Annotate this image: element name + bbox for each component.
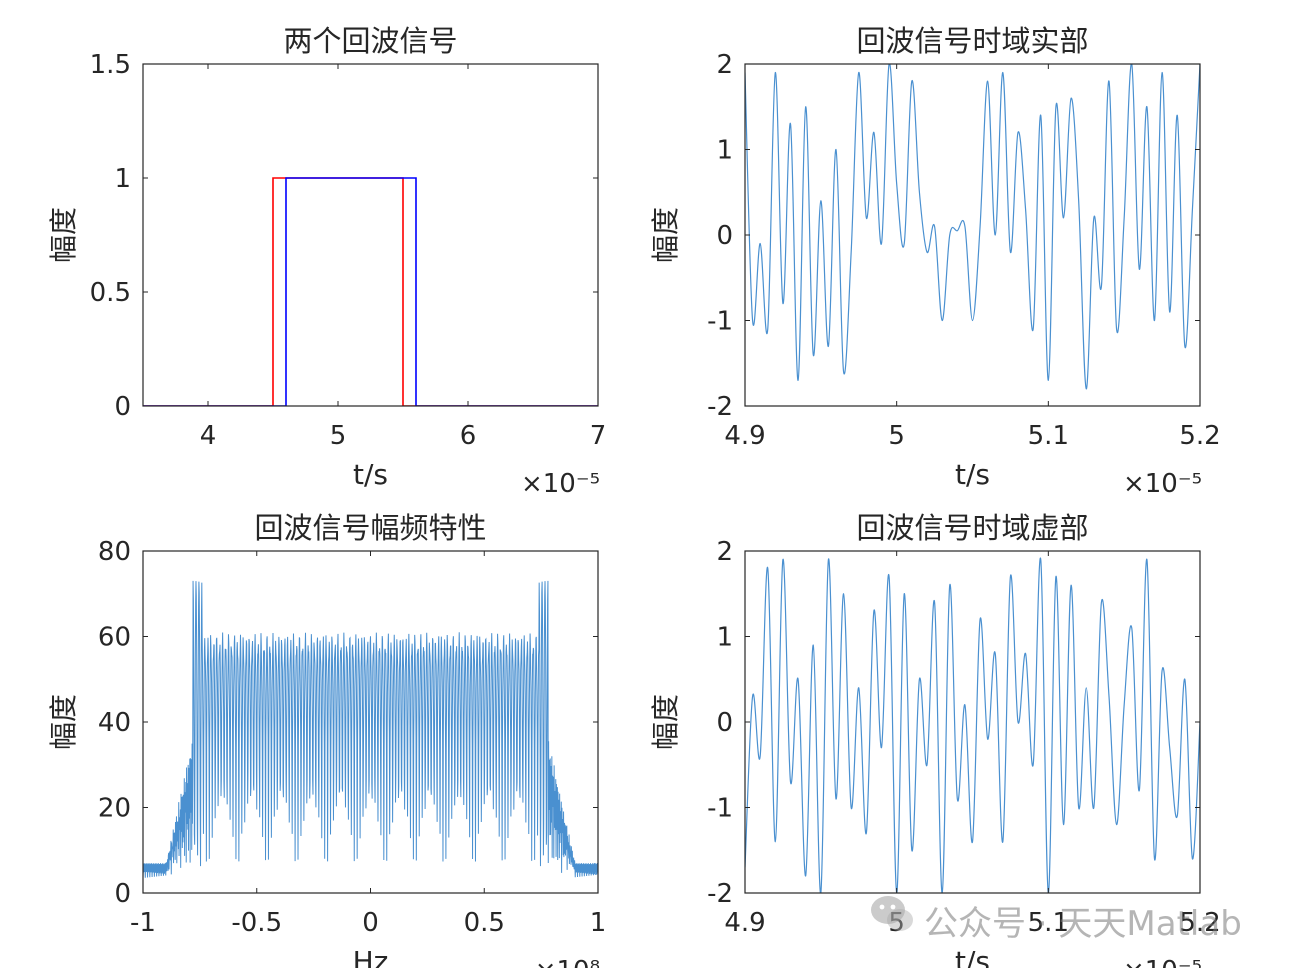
y-axis-label: 幅度	[47, 207, 80, 263]
watermark-text: 公众号 · 天天Matlab	[924, 904, 1242, 944]
x-axis-label: t/s	[353, 458, 388, 491]
y-tick-label: 0	[716, 221, 733, 251]
x-tick-label: 6	[460, 421, 477, 451]
spectrum-line	[143, 580, 598, 879]
y-tick-label: 60	[98, 623, 131, 653]
x-tick-label: 1	[590, 908, 607, 938]
x-axis-label: Hz	[353, 945, 389, 968]
y-axis-label: 幅度	[649, 694, 682, 750]
x-tick-label: -0.5	[231, 908, 282, 938]
series-group	[143, 177, 598, 406]
y-tick-label: 80	[98, 537, 131, 567]
x-tick-label: 4.9	[724, 908, 765, 938]
chart-panel-4: 4.9 5 5.1 5.2 -2 -1 0 1 2 回波信号时域虚部 t/s ×10⁻⁵ 幅度	[649, 511, 1221, 968]
series-line-1	[745, 557, 1200, 893]
y-tick-label: 0	[114, 879, 131, 909]
x-exponent-label: ×10⁻⁵	[1123, 956, 1202, 968]
chart-title: 回波信号时域虚部	[856, 511, 1088, 545]
y-tick-label: 20	[98, 794, 131, 824]
chart-title: 两个回波信号	[283, 24, 457, 58]
y-tick-label: -1	[707, 794, 733, 824]
y-tick-label: 1	[716, 623, 733, 653]
y-axis-label: 幅度	[649, 207, 682, 263]
y-tick-label: 40	[98, 708, 131, 738]
chart-panel-1: 4 5 6 7 0 0.5 1 1.5 两个回波信号 t/s ×10⁻⁵ 幅度	[47, 24, 606, 499]
x-axis-label: t/s	[955, 945, 990, 968]
x-tick-label: -1	[130, 908, 156, 938]
series-line-2	[143, 177, 598, 406]
x-tick-label: 0.5	[464, 908, 505, 938]
x-exponent-label: ×10⁻⁵	[521, 469, 600, 499]
series-group	[143, 580, 598, 879]
y-tick-label: -2	[707, 392, 733, 422]
y-tick-label: 0	[114, 392, 131, 422]
y-tick-label: -2	[707, 879, 733, 909]
x-tick-label: 5	[330, 421, 347, 451]
y-tick-label: 1	[716, 136, 733, 166]
x-tick-label: 4	[200, 421, 217, 451]
y-tick-label: 0	[716, 708, 733, 738]
chart-panel-2: 4.9 5 5.1 5.2 -2 -1 0 1 2 回波信号时域实部 t/s ×10⁻⁵ 幅度	[649, 24, 1221, 499]
x-tick-label: 5.1	[1028, 421, 1069, 451]
y-tick-label: -1	[707, 307, 733, 337]
x-tick-label: 5.2	[1179, 421, 1220, 451]
wechat-icon	[871, 896, 913, 931]
axes-frame	[142, 63, 599, 407]
plot-area	[143, 64, 598, 406]
x-tick-label: 5.2	[1179, 908, 1220, 938]
x-tick-label: 0	[362, 908, 379, 938]
x-tick-label: 4.9	[724, 421, 765, 451]
series-group	[745, 557, 1200, 893]
x-tick-label: 5.1	[1028, 908, 1069, 938]
y-axis-label: 幅度	[47, 694, 80, 750]
chart-panel-3: -1 -0.5 0 0.5 1 0 20 40 60 80 回波信号幅频特性 Hz ×10⁸ 幅度	[47, 511, 606, 968]
y-tick-label: 0.5	[90, 278, 131, 308]
x-tick-label: 7	[590, 421, 607, 451]
watermark: 公众号 · 天天Matlab	[868, 892, 1298, 944]
chart-title: 回波信号时域实部	[856, 24, 1088, 58]
x-tick-label: 5	[888, 421, 905, 451]
y-tick-label: 1.5	[90, 50, 131, 80]
y-tick-label: 1	[114, 164, 131, 194]
chart-title: 回波信号幅频特性	[254, 511, 486, 545]
y-tick-label: 2	[716, 50, 733, 80]
x-exponent-label: ×10⁸	[535, 956, 600, 968]
plot-area	[143, 551, 598, 893]
x-axis-label: t/s	[955, 458, 990, 491]
x-tick-label: 5	[888, 908, 905, 938]
plot-area	[745, 64, 1200, 406]
y-tick-label: 2	[716, 537, 733, 567]
x-exponent-label: ×10⁻⁵	[1123, 469, 1202, 499]
